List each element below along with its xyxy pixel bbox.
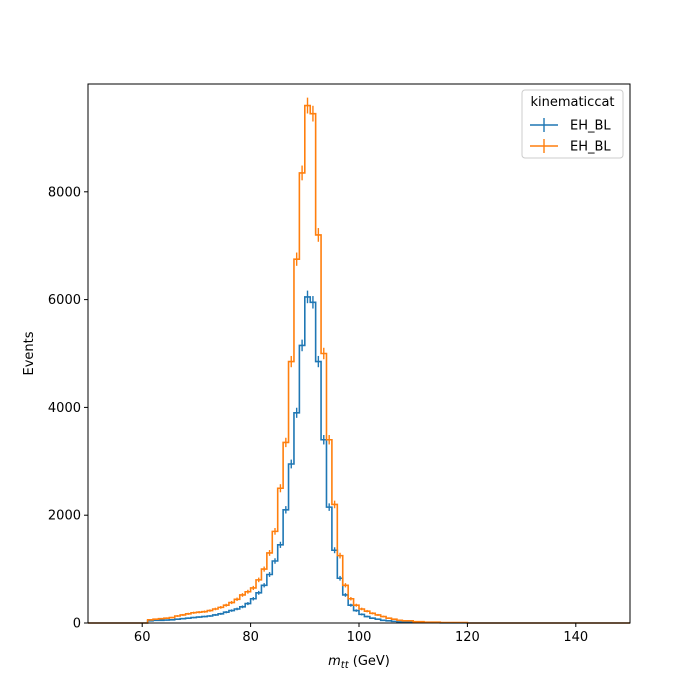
x-tick-label: 100 [347,630,372,645]
y-tick-label: 4000 [48,401,81,416]
legend-label: EH_BL [570,140,611,155]
x-tick-label: 80 [242,630,259,645]
y-tick-label: 2000 [48,509,81,524]
legend-item-0: EH_BL [530,118,611,134]
x-axis-label-unit: (GeV) [349,654,390,669]
series-1 [88,97,630,624]
plot-background [88,84,630,623]
legend-title: kinematiccat [530,95,614,110]
x-axis-label: mtt (GeV) [328,654,390,671]
x-tick-label: 60 [134,630,151,645]
legend-box [521,89,624,159]
legend-item-1: EH_BL [530,139,611,155]
series-0 [88,290,630,624]
x-tick-label: 140 [563,630,588,645]
y-axis-label: Events [22,331,37,375]
plot-area [88,84,630,623]
y-tick-label: 8000 [48,185,81,200]
series-step-line [88,296,630,624]
ticks-layer: 60 80 100 120 140 0 2000 4000 6000 8000 [48,185,588,645]
legend: kinematiccat EH_BL EH_BL [521,89,624,159]
x-axis-label-main: m [328,654,341,669]
legend-label: EH_BL [570,119,611,134]
x-tick-label: 120 [455,630,480,645]
x-axis-label-sub: tt [341,660,350,671]
y-tick-label: 6000 [48,293,81,308]
series-layer [88,97,630,624]
legend-items: EH_BL EH_BL [530,118,611,155]
y-tick-label: 0 [73,617,81,632]
